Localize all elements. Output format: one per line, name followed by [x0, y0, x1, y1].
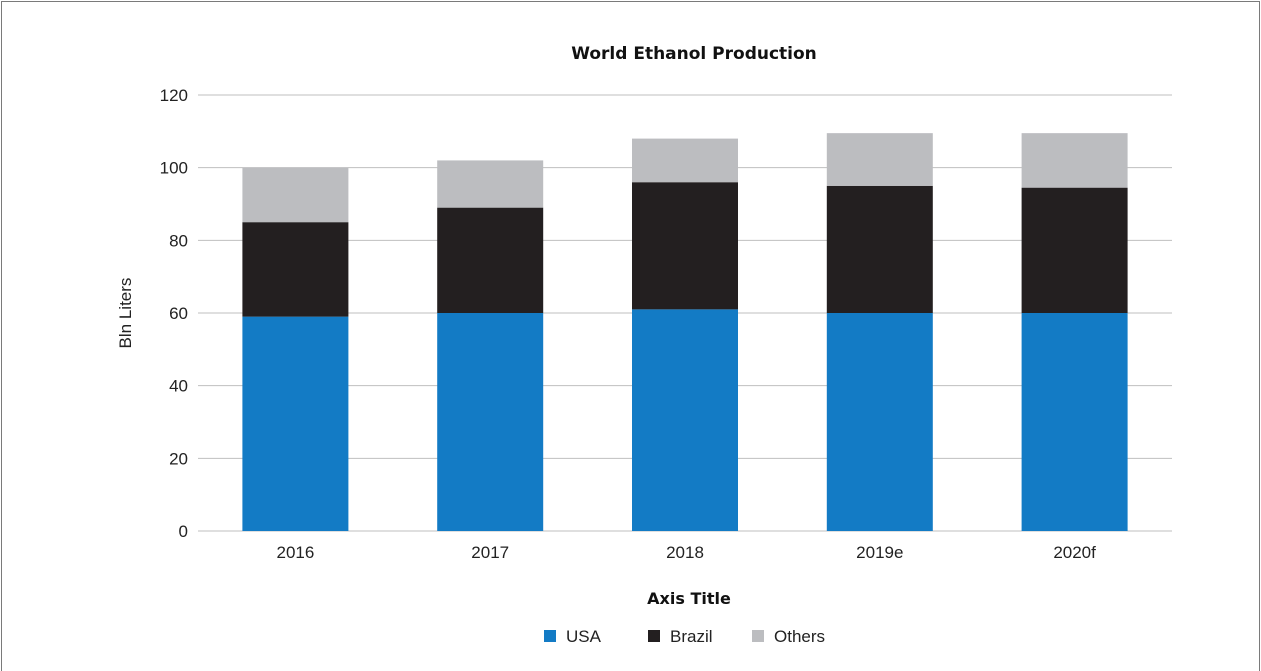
bar-others-2017	[437, 160, 544, 208]
y-tick-labels: 0 20 40 60 80 100 120	[160, 86, 188, 541]
bar-brazil-2019e	[826, 185, 933, 313]
legend-swatch-usa	[544, 630, 556, 642]
legend-label-others: Others	[774, 627, 825, 646]
bar-brazil-2018	[632, 182, 738, 310]
bar-usa-2019e	[826, 313, 933, 531]
y-axis-title: Bln Liters	[116, 278, 135, 349]
legend-swatch-brazil	[648, 630, 660, 642]
bars	[242, 133, 1128, 531]
x-tick-label: 2020f	[1053, 543, 1096, 562]
x-tick-label: 2018	[666, 543, 704, 562]
y-tick-label: 80	[169, 231, 188, 250]
legend-label-usa: USA	[566, 627, 602, 646]
bar-usa-2016	[242, 316, 349, 531]
bar-others-2018	[632, 138, 738, 183]
y-tick-label: 40	[169, 377, 188, 396]
y-tick-label: 60	[169, 304, 188, 323]
bar-brazil-2017	[437, 207, 544, 313]
x-tick-labels: 2016 2017 2018 2019e 2020f	[276, 543, 1096, 562]
x-axis-title: Axis Title	[647, 589, 731, 608]
bar-others-2020f	[1021, 133, 1128, 188]
bar-brazil-2016	[242, 222, 349, 317]
chart-title: World Ethanol Production	[571, 44, 817, 64]
legend-swatch-others	[752, 630, 764, 642]
bar-usa-2017	[437, 313, 544, 531]
x-tick-label: 2017	[471, 543, 509, 562]
y-tick-label: 120	[160, 86, 188, 105]
x-tick-label: 2016	[276, 543, 314, 562]
legend-label-brazil: Brazil	[670, 627, 713, 646]
x-tick-label: 2019e	[856, 543, 903, 562]
bar-usa-2018	[632, 309, 738, 531]
bar-others-2016	[242, 167, 349, 223]
y-tick-label: 0	[179, 522, 188, 541]
bar-others-2019e	[826, 133, 933, 186]
legend: USA Brazil Others	[544, 627, 825, 646]
y-tick-label: 20	[169, 449, 188, 468]
bar-usa-2020f	[1021, 313, 1128, 531]
bar-brazil-2020f	[1021, 187, 1128, 313]
y-tick-label: 100	[160, 159, 188, 178]
